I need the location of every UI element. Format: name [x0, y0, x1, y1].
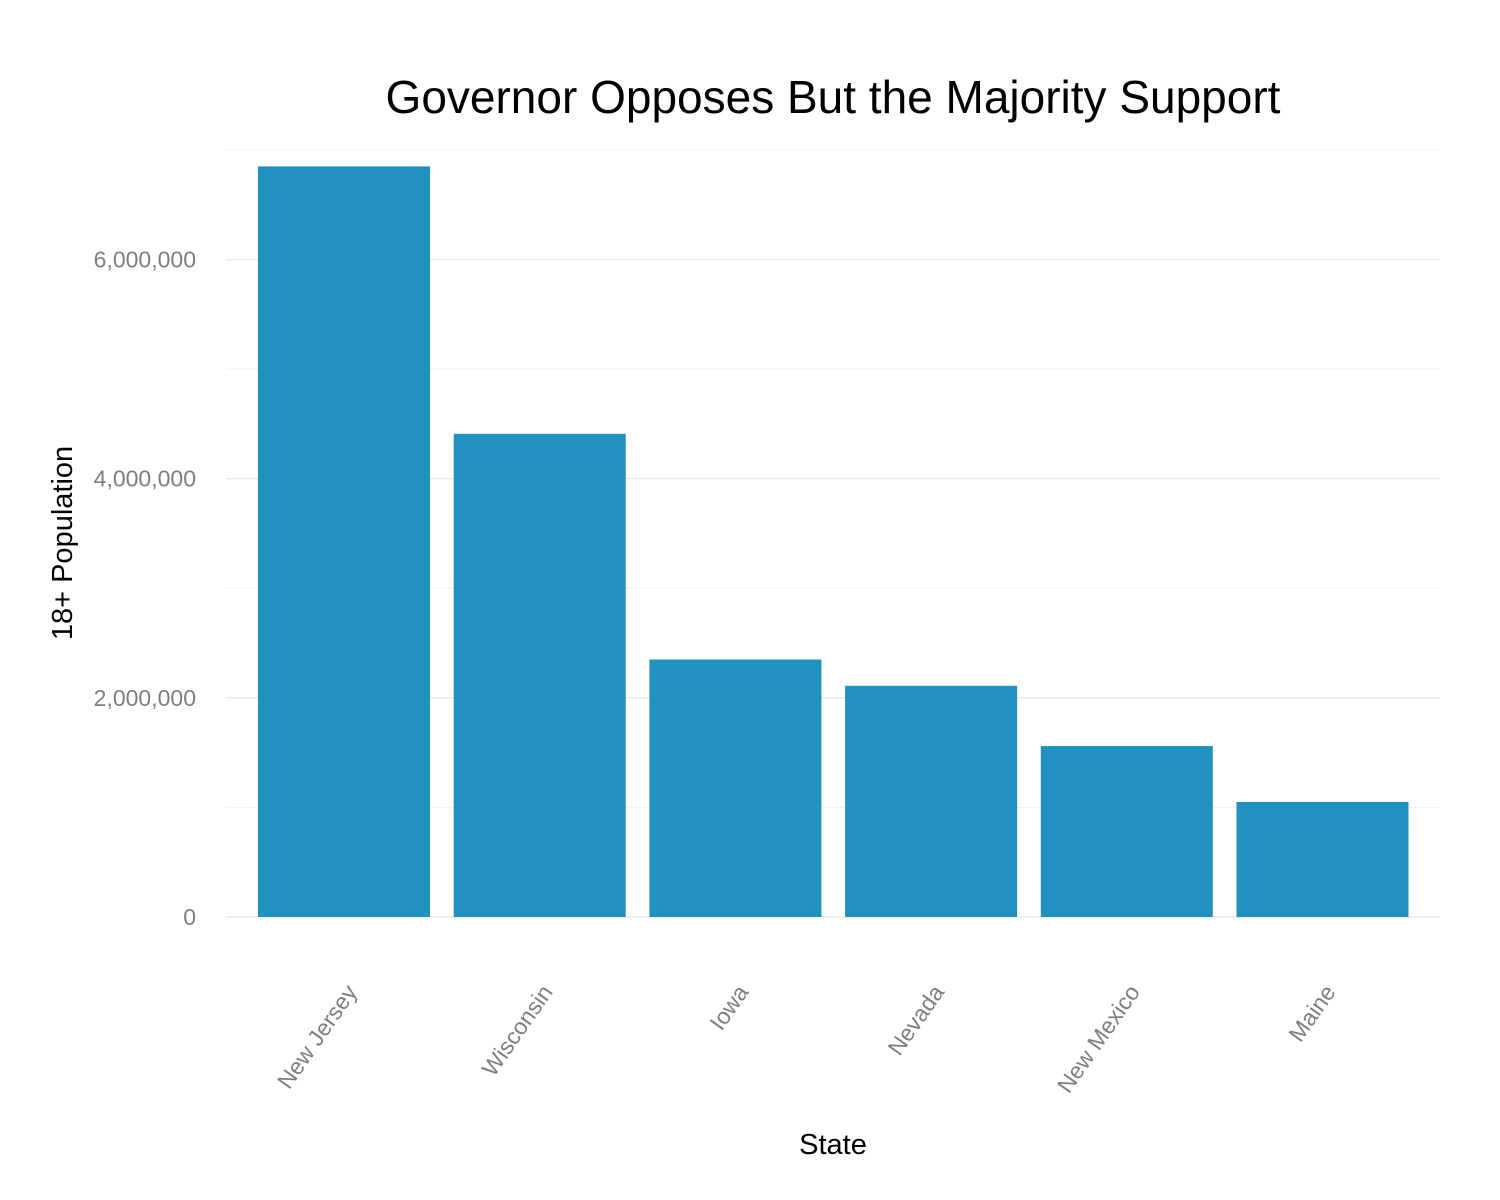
y-tick-label: 2,000,000: [94, 685, 196, 711]
y-tick-label: 6,000,000: [94, 247, 196, 273]
chart-title: Governor Opposes But the Majority Suppor…: [386, 71, 1281, 123]
y-axis-title: 18+ Population: [47, 446, 79, 640]
x-axis-ticks: New Jersey Wisconsin Iowa Nevada New Mexico M…: [272, 980, 1341, 1098]
y-axis-ticks: 0 2,000,000 4,000,000 6,000,000: [94, 247, 196, 930]
x-tick-label: New Mexico: [1052, 980, 1145, 1098]
y-tick-label: 0: [183, 904, 196, 930]
bars: [258, 166, 1409, 917]
bar-new-mexico: [1040, 746, 1213, 917]
x-tick-label: Nevada: [882, 980, 949, 1060]
x-tick-label: Wisconsin: [476, 980, 557, 1081]
y-tick-label: 4,000,000: [94, 466, 196, 492]
x-tick-label: Maine: [1283, 980, 1340, 1046]
bar-iowa: [649, 659, 822, 917]
bar-maine: [1236, 802, 1409, 917]
bar-new-jersey: [258, 166, 430, 917]
bar-nevada: [845, 685, 1018, 917]
x-tick-label: New Jersey: [272, 980, 362, 1094]
x-tick-label: Iowa: [704, 980, 753, 1035]
x-axis-title: State: [799, 1129, 867, 1161]
bar-wisconsin: [453, 433, 626, 917]
